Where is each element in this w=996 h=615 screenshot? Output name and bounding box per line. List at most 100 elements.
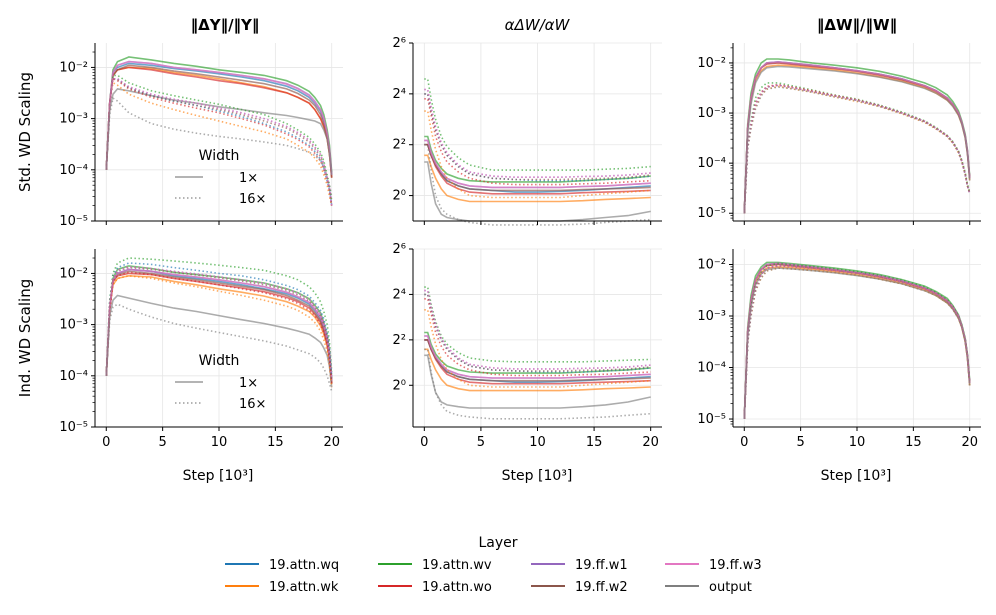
series-line <box>743 65 971 214</box>
y-tick-label: 10⁻² <box>697 258 726 273</box>
x-tick-label: 5 <box>158 435 166 450</box>
width-legend-title: Width <box>199 148 240 164</box>
series-line <box>105 268 333 381</box>
series-line <box>105 56 333 173</box>
y-tick-label: 2⁰ <box>393 378 406 393</box>
y-tick-label: 2² <box>393 138 406 153</box>
column-title-3: ‖ΔW‖/‖W‖ <box>817 16 897 35</box>
width-legend-label: 16× <box>239 192 266 207</box>
x-tick-label: 5 <box>796 435 804 450</box>
layer-legend-label: 19.ff.w1 <box>575 558 628 573</box>
series-line <box>105 271 333 384</box>
panel-1: 10⁻⁵ 10⁻⁴ 10⁻³ 10⁻² Width 1× 16× <box>59 43 343 229</box>
y-tick-label: 10⁻⁵ <box>697 412 726 427</box>
layer-legend-label: 19.attn.wv <box>422 558 492 573</box>
series-line <box>743 264 971 420</box>
row-label-2: Ind. WD Scaling <box>16 279 34 397</box>
x-tick-label: 20 <box>642 435 659 450</box>
layer-legend-label: 19.ff.w3 <box>709 558 762 573</box>
x-axis-label-1: Step [10³] <box>183 468 254 484</box>
x-tick-label: 20 <box>323 435 340 450</box>
series-line <box>424 88 651 178</box>
series-line <box>105 74 333 201</box>
y-tick-label: 10⁻⁵ <box>59 420 88 435</box>
x-tick-label: 15 <box>267 435 284 450</box>
series-line <box>105 265 333 379</box>
layer-legend: Layer 19.attn.wq 19.attn.wk 19.attn.wv 19.a… <box>225 535 762 595</box>
width-legend-label: 16× <box>239 397 266 412</box>
series-line <box>105 266 333 381</box>
series-line <box>424 331 651 374</box>
series-line <box>424 78 651 171</box>
width-legend-label: 1× <box>239 376 258 391</box>
x-tick-label: 15 <box>905 435 922 450</box>
y-tick-label: 10⁻³ <box>697 106 726 121</box>
y-tick-label: 10⁻⁴ <box>697 361 726 376</box>
column-title-2: αΔW/αW <box>505 16 571 34</box>
series-line <box>424 354 651 409</box>
series-line <box>105 294 333 388</box>
series-line <box>424 139 651 189</box>
series-line <box>424 348 651 420</box>
panel-6: 0 5 10 15 20 10⁻⁵ 10⁻⁴ 10⁻³ 10⁻² <box>697 249 981 450</box>
y-tick-label: 2⁴ <box>393 87 406 102</box>
x-axis-label-2: Step [10³] <box>502 468 573 484</box>
series-line <box>424 335 651 379</box>
layer-legend-label: 19.ff.w2 <box>575 580 628 595</box>
series-line <box>105 257 333 376</box>
y-tick-label: 10⁻² <box>59 60 88 75</box>
x-tick-label: 0 <box>102 435 110 450</box>
x-tick-label: 20 <box>961 435 978 450</box>
series-line <box>105 303 333 392</box>
series-line <box>105 78 333 206</box>
row-label-1: Std. WD Scaling <box>16 72 34 192</box>
panel-2: 2⁰ 2² 2⁴ 2⁶ <box>393 36 662 226</box>
x-tick-label: 5 <box>477 435 485 450</box>
x-axis-label-3: Step [10³] <box>821 468 892 484</box>
y-tick-label: 10⁻³ <box>59 112 88 127</box>
y-tick-label: 2⁶ <box>393 242 406 257</box>
series-line <box>424 289 651 370</box>
layer-legend-title: Layer <box>478 535 517 551</box>
y-tick-label: 10⁻² <box>697 56 726 71</box>
y-tick-label: 10⁻³ <box>59 318 88 333</box>
y-tick-label: 10⁻⁴ <box>697 156 726 171</box>
series-line <box>424 93 651 181</box>
y-tick-label: 2⁰ <box>393 189 406 204</box>
series-line <box>105 274 333 388</box>
y-tick-label: 2² <box>393 333 406 348</box>
series-line <box>105 60 333 175</box>
panel-3: 10⁻⁵ 10⁻⁴ 10⁻³ 10⁻² <box>697 43 981 225</box>
y-tick-label: 10⁻⁴ <box>59 163 88 178</box>
series-line <box>424 154 651 203</box>
panel-5: 0 5 10 15 20 2⁰ 2² 2⁴ 2⁶ <box>393 242 662 450</box>
panel-4: 0 5 10 15 20 10⁻⁵ 10⁻⁴ 10⁻³ 10⁻² Width 1× 16× <box>59 249 343 450</box>
series-line <box>424 110 651 199</box>
x-tick-label: 10 <box>211 435 228 450</box>
series-line <box>424 135 651 183</box>
x-tick-label: 10 <box>849 435 866 450</box>
series-line <box>105 64 333 178</box>
y-tick-label: 2⁴ <box>393 287 406 302</box>
layer-legend-label: 19.attn.wq <box>269 558 339 573</box>
y-tick-label: 10⁻⁵ <box>697 206 726 221</box>
series-line <box>105 270 333 384</box>
series-line <box>105 96 333 197</box>
width-legend-label: 1× <box>239 171 258 186</box>
series-line <box>424 297 651 377</box>
x-tick-label: 15 <box>586 435 603 450</box>
x-tick-label: 0 <box>740 435 748 450</box>
series-line <box>424 348 651 392</box>
series-line <box>105 262 333 376</box>
series-line <box>105 88 333 175</box>
x-tick-label: 10 <box>529 435 546 450</box>
x-tick-label: 0 <box>420 435 428 450</box>
y-tick-label: 10⁻² <box>59 266 88 281</box>
y-tick-label: 10⁻³ <box>697 309 726 324</box>
layer-legend-label: output <box>709 580 752 595</box>
y-tick-label: 2⁶ <box>393 36 406 51</box>
series-line <box>743 86 971 214</box>
y-tick-label: 10⁻⁵ <box>59 214 88 229</box>
